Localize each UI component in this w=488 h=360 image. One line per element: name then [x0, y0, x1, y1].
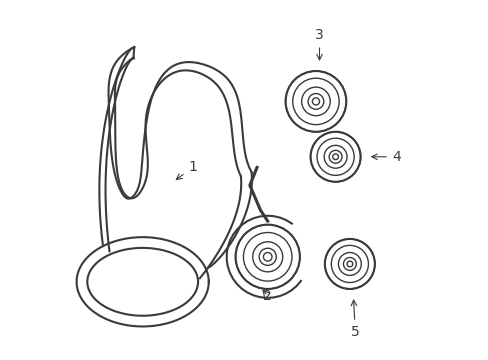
Text: 4: 4: [371, 150, 400, 164]
Text: 1: 1: [176, 161, 197, 179]
Text: 5: 5: [350, 300, 359, 339]
Text: 3: 3: [314, 28, 323, 60]
Text: 2: 2: [263, 289, 271, 303]
